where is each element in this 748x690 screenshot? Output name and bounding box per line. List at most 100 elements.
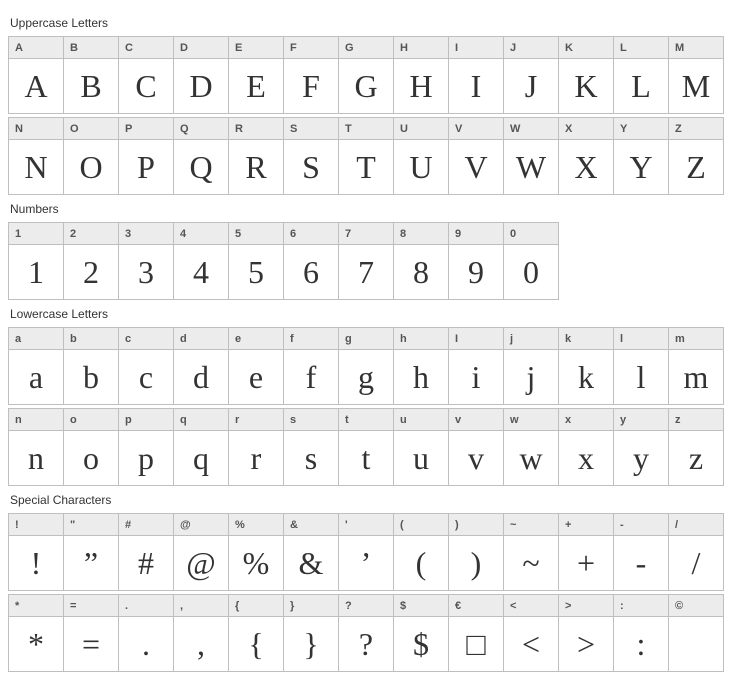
char-cell[interactable]: )) <box>448 513 504 591</box>
char-cell[interactable]: 55 <box>228 222 284 300</box>
char-cell[interactable]: CC <box>118 36 174 114</box>
char-cell[interactable]: 77 <box>338 222 394 300</box>
char-cell[interactable]: ?? <box>338 594 394 672</box>
char-cell[interactable]: ll <box>613 327 669 405</box>
char-cell[interactable]: %% <box>228 513 284 591</box>
char-cell[interactable]: SS <box>283 117 339 195</box>
char-cell[interactable]: tt <box>338 408 394 486</box>
char-cell[interactable]: xx <box>558 408 614 486</box>
char-cell[interactable]: pp <box>118 408 174 486</box>
char-cell[interactable]: cc <box>118 327 174 405</box>
char-cell[interactable]: PP <box>118 117 174 195</box>
char-cell[interactable]: -- <box>613 513 669 591</box>
char-glyph: 9 <box>449 245 503 299</box>
char-cell[interactable]: '’ <box>338 513 394 591</box>
char-cell[interactable]: 88 <box>393 222 449 300</box>
char-cell[interactable]: bb <box>63 327 119 405</box>
char-cell[interactable]: // <box>668 513 724 591</box>
char-cell[interactable]: JJ <box>503 36 559 114</box>
char-cell[interactable]: XX <box>558 117 614 195</box>
char-cell[interactable]: !! <box>8 513 64 591</box>
char-row: AABBCCDDEEFFGGHHIIJJKKLLMM <box>8 36 740 113</box>
char-cell[interactable]: BB <box>63 36 119 114</box>
char-cell[interactable]: dd <box>173 327 229 405</box>
char-cell[interactable]: qq <box>173 408 229 486</box>
char-glyph: d <box>174 350 228 404</box>
char-cell[interactable]: ff <box>283 327 339 405</box>
char-cell[interactable]: DD <box>173 36 229 114</box>
char-cell[interactable]: ww <box>503 408 559 486</box>
char-cell[interactable]: ZZ <box>668 117 724 195</box>
char-cell[interactable]: KK <box>558 36 614 114</box>
char-cell[interactable]: hh <box>393 327 449 405</box>
char-cell[interactable]: LL <box>613 36 669 114</box>
char-cell[interactable]: :: <box>613 594 669 672</box>
char-cell[interactable]: 11 <box>8 222 64 300</box>
char-cell[interactable]: == <box>63 594 119 672</box>
char-cell[interactable]: nn <box>8 408 64 486</box>
char-cell[interactable]: VV <box>448 117 504 195</box>
char-cell[interactable]: {{ <box>228 594 284 672</box>
char-cell[interactable]: ++ <box>558 513 614 591</box>
char-cell[interactable]: HH <box>393 36 449 114</box>
char-glyph: Y <box>614 140 668 194</box>
char-cell[interactable]: >> <box>558 594 614 672</box>
char-cell[interactable]: << <box>503 594 559 672</box>
char-cell[interactable]: QQ <box>173 117 229 195</box>
char-cell[interactable]: 00 <box>503 222 559 300</box>
char-cell[interactable]: NN <box>8 117 64 195</box>
char-cell[interactable]: vv <box>448 408 504 486</box>
char-cell[interactable]: FF <box>283 36 339 114</box>
char-cell[interactable]: ee <box>228 327 284 405</box>
char-cell[interactable]: 66 <box>283 222 339 300</box>
char-glyph: S <box>284 140 338 194</box>
char-cell[interactable]: && <box>283 513 339 591</box>
char-cell[interactable]: Ii <box>448 327 504 405</box>
char-cell[interactable]: mm <box>668 327 724 405</box>
char-cell[interactable]: .. <box>118 594 174 672</box>
char-cell[interactable]: AA <box>8 36 64 114</box>
char-cell[interactable]: © <box>668 594 724 672</box>
char-cell[interactable]: }} <box>283 594 339 672</box>
char-cell[interactable]: MM <box>668 36 724 114</box>
char-cell[interactable]: YY <box>613 117 669 195</box>
char-cell[interactable]: WW <box>503 117 559 195</box>
char-glyph: t <box>339 431 393 485</box>
char-cell[interactable]: ,, <box>173 594 229 672</box>
char-cell[interactable]: GG <box>338 36 394 114</box>
char-cell[interactable]: ## <box>118 513 174 591</box>
char-label: A <box>9 37 63 59</box>
char-cell[interactable]: II <box>448 36 504 114</box>
char-label: 4 <box>174 223 228 245</box>
char-cell[interactable]: yy <box>613 408 669 486</box>
char-cell[interactable]: oo <box>63 408 119 486</box>
char-cell[interactable]: uu <box>393 408 449 486</box>
char-cell[interactable]: ** <box>8 594 64 672</box>
char-cell[interactable]: @@ <box>173 513 229 591</box>
char-cell[interactable]: zz <box>668 408 724 486</box>
char-cell[interactable]: $$ <box>393 594 449 672</box>
char-cell[interactable]: RR <box>228 117 284 195</box>
char-cell[interactable]: (( <box>393 513 449 591</box>
char-cell[interactable]: kk <box>558 327 614 405</box>
char-cell[interactable]: jj <box>503 327 559 405</box>
char-cell[interactable]: gg <box>338 327 394 405</box>
char-cell[interactable]: rr <box>228 408 284 486</box>
char-cell[interactable]: €□ <box>448 594 504 672</box>
char-cell[interactable]: UU <box>393 117 449 195</box>
char-glyph: l <box>614 350 668 404</box>
char-label: : <box>614 595 668 617</box>
char-label: b <box>64 328 118 350</box>
char-cell[interactable]: 44 <box>173 222 229 300</box>
char-cell[interactable]: ss <box>283 408 339 486</box>
char-cell[interactable]: ~~ <box>503 513 559 591</box>
char-cell[interactable]: aa <box>8 327 64 405</box>
char-cell[interactable]: 99 <box>448 222 504 300</box>
char-cell[interactable]: TT <box>338 117 394 195</box>
char-cell[interactable]: EE <box>228 36 284 114</box>
char-cell[interactable]: 22 <box>63 222 119 300</box>
char-cell[interactable]: "” <box>63 513 119 591</box>
char-cell[interactable]: 33 <box>118 222 174 300</box>
char-row: **==..,,{{}}??$$€□<<>>::© <box>8 594 740 671</box>
char-cell[interactable]: OO <box>63 117 119 195</box>
